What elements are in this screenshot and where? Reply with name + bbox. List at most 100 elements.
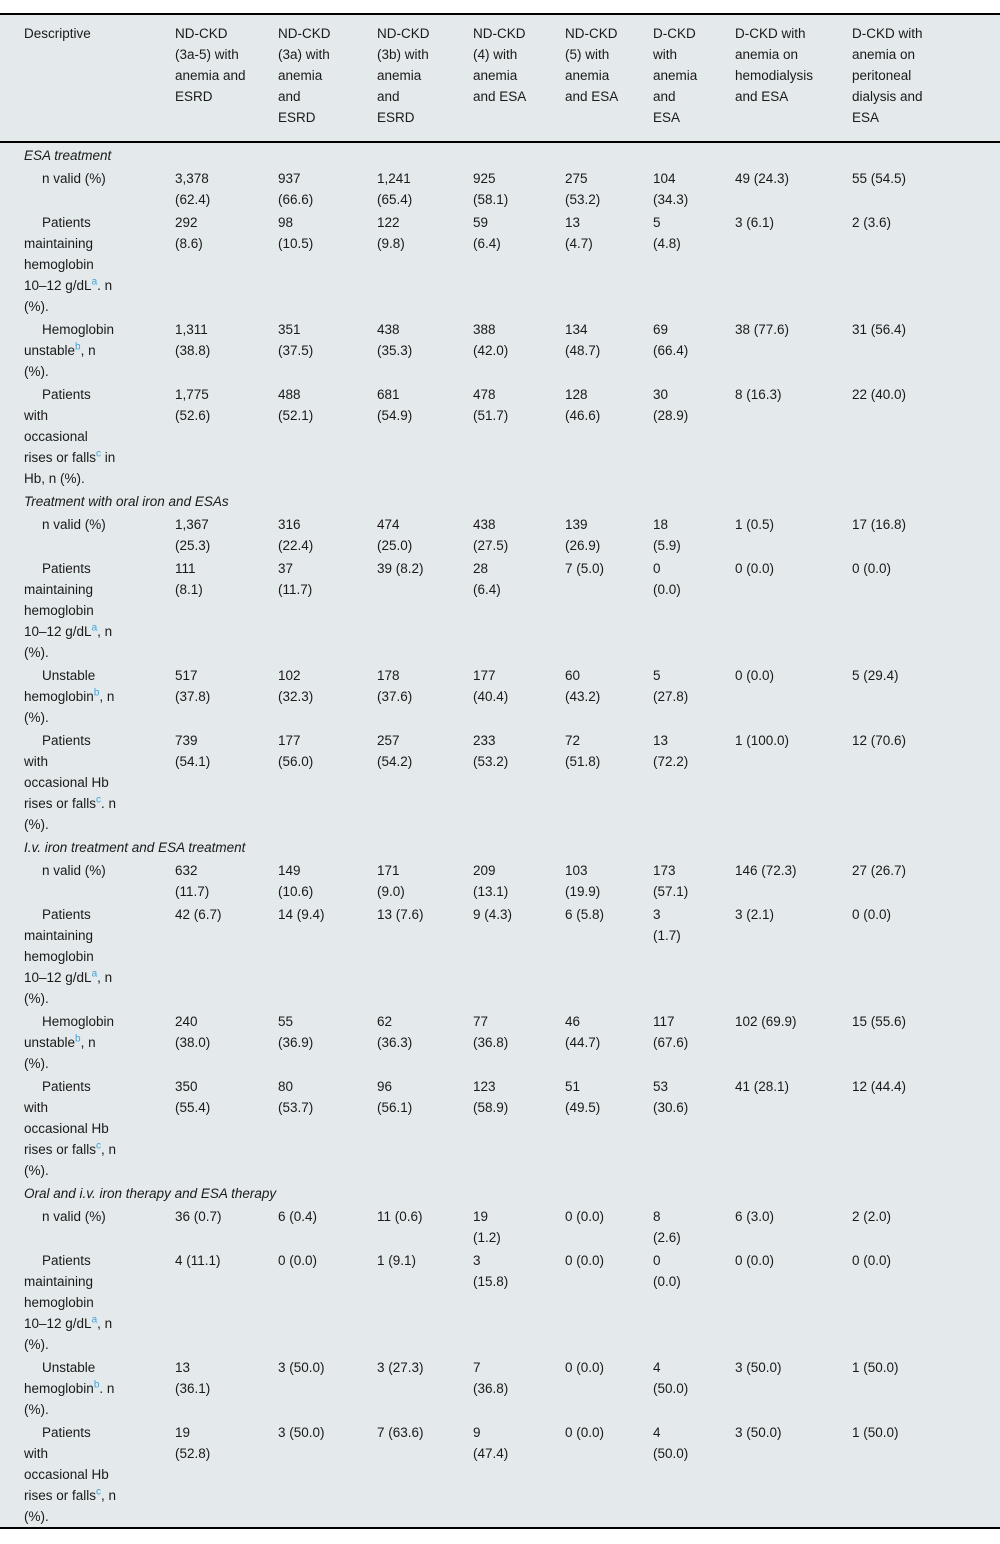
- data-cell: 3 (1.7): [653, 907, 681, 943]
- data-cell: 98 (10.5): [278, 215, 314, 251]
- data-cell: 739 (54.1): [175, 733, 211, 769]
- data-cell: 0 (0.0): [565, 1253, 605, 1268]
- descriptive-statistics-table: Descriptive ND-CKD (3a-5) with anemia and E…: [0, 13, 1000, 1529]
- row-label: Patients maintaining hemoglobin 10–12 g/dLa…: [24, 907, 113, 1006]
- data-cell: 14 (9.4): [278, 907, 325, 922]
- row-label: Hemoglobin unstableb, n (%).: [24, 1014, 115, 1071]
- data-cell: 3 (15.8): [473, 1253, 509, 1289]
- footnote-marker: a: [91, 968, 98, 980]
- header-row: Descriptive ND-CKD (3a-5) with anemia and E…: [0, 14, 1000, 143]
- data-cell: 350 (55.4): [175, 1079, 211, 1115]
- data-row: n valid (%) 632 (11.7) 149 (10.6) 171 (9.0) 209…: [0, 858, 1000, 902]
- data-cell: 1,311 (38.8): [175, 322, 211, 358]
- data-row: n valid (%) 1,367 (25.3) 316 (22.4) 474 (25.0)…: [0, 512, 1000, 556]
- table-body: ESA treatment n valid (%) 3,378 (62.4) 937 (6…: [0, 142, 1000, 1528]
- data-cell: 0 (0.0): [565, 1209, 605, 1224]
- data-cell: 7 (36.8): [473, 1360, 509, 1396]
- data-cell: 257 (54.2): [377, 733, 413, 769]
- data-cell: 4 (50.0): [653, 1425, 689, 1461]
- row-label: Patients maintaining hemoglobin 10–12 g/dLa…: [24, 1253, 113, 1352]
- data-cell: 19 (52.8): [175, 1425, 211, 1461]
- data-row: Patients maintaining hemoglobin 10–12 g/dLa…: [0, 210, 1000, 317]
- row-label: n valid (%): [42, 863, 106, 878]
- data-cell: 937 (66.6): [278, 171, 314, 207]
- data-cell: 0 (0.0): [565, 1425, 605, 1440]
- data-cell: 1 (0.5): [735, 517, 775, 532]
- data-cell: 28 (6.4): [473, 561, 501, 597]
- data-cell: 1,241 (65.4): [377, 171, 413, 207]
- data-cell: 0 (0.0): [735, 561, 775, 576]
- footnote-marker: b: [93, 687, 100, 699]
- data-cell: 9 (47.4): [473, 1425, 509, 1461]
- data-cell: 31 (56.4): [852, 322, 907, 337]
- table-header: Descriptive ND-CKD (3a-5) with anemia and E…: [0, 14, 1000, 143]
- column-header-ndckd-3b: ND-CKD (3b) with anemia and ESRD: [377, 14, 473, 143]
- data-cell: 122 (9.8): [377, 215, 405, 251]
- column-header-dckd-peritoneal: D-CKD with anemia on peritoneal dialysis an…: [852, 14, 1000, 143]
- data-cell: 233 (53.2): [473, 733, 509, 769]
- data-cell: 5 (4.8): [653, 215, 681, 251]
- data-cell: 11 (0.6): [377, 1209, 423, 1224]
- data-cell: 5 (29.4): [852, 668, 899, 683]
- data-cell: 111 (8.1): [175, 561, 203, 597]
- data-cell: 55 (36.9): [278, 1014, 314, 1050]
- data-cell: 53 (30.6): [653, 1079, 689, 1115]
- data-cell: 632 (11.7): [175, 863, 210, 899]
- data-cell: 55 (54.5): [852, 171, 907, 186]
- data-cell: 177 (40.4): [473, 668, 509, 704]
- data-cell: 60 (43.2): [565, 668, 601, 704]
- row-label: Patients with occasional rises or fallsc in…: [24, 387, 116, 486]
- data-cell: 2 (2.0): [852, 1209, 892, 1224]
- section-title: ESA treatment: [24, 148, 112, 163]
- data-cell: 17 (16.8): [852, 517, 907, 532]
- data-row: Patients with occasional Hb rises or fallsc…: [0, 1074, 1000, 1181]
- column-header-dckd-hemodialysis: D-CKD with anemia on hemodialysis and ESA: [735, 14, 852, 143]
- data-cell: 351 (37.5): [278, 322, 314, 358]
- data-row: Patients with occasional Hb rises or fallsc…: [0, 728, 1000, 835]
- data-cell: 102 (69.9): [735, 1014, 797, 1029]
- row-label: Patients maintaining hemoglobin 10–12 g/dLa…: [24, 215, 113, 314]
- data-cell: 0 (0.0): [278, 1253, 318, 1268]
- footnote-marker: c: [96, 1140, 102, 1152]
- data-cell: 177 (56.0): [278, 733, 314, 769]
- section-row: I.v. iron treatment and ESA treatment: [0, 835, 1000, 858]
- data-row: Patients maintaining hemoglobin 10–12 g/dLa…: [0, 902, 1000, 1009]
- data-cell: 1,367 (25.3): [175, 517, 211, 553]
- data-cell: 0 (0.0): [653, 1253, 681, 1289]
- column-header-descriptive: Descriptive: [0, 14, 175, 143]
- data-cell: 3 (50.0): [735, 1360, 782, 1375]
- footnote-marker: a: [91, 276, 98, 288]
- data-cell: 134 (48.7): [565, 322, 601, 358]
- data-cell: 388 (42.0): [473, 322, 509, 358]
- data-cell: 3 (6.1): [735, 215, 775, 230]
- section-row: Treatment with oral iron and ESAs: [0, 489, 1000, 512]
- data-cell: 5 (27.8): [653, 668, 689, 704]
- column-header-ndckd-3a: ND-CKD (3a) with anemia and ESRD: [278, 14, 377, 143]
- data-cell: 36 (0.7): [175, 1209, 222, 1224]
- data-cell: 3,378 (62.4): [175, 171, 211, 207]
- data-cell: 80 (53.7): [278, 1079, 314, 1115]
- data-cell: 3 (27.3): [377, 1360, 424, 1375]
- data-cell: 59 (6.4): [473, 215, 501, 251]
- data-cell: 18 (5.9): [653, 517, 681, 553]
- data-cell: 438 (35.3): [377, 322, 413, 358]
- data-cell: 104 (34.3): [653, 171, 689, 207]
- data-cell: 6 (0.4): [278, 1209, 318, 1224]
- data-cell: 103 (19.9): [565, 863, 601, 899]
- data-cell: 0 (0.0): [852, 907, 892, 922]
- data-cell: 12 (70.6): [852, 733, 907, 748]
- footnote-marker: c: [96, 1486, 102, 1498]
- data-row: Unstable hemoglobinb. n (%). 13 (36.1) 3 (50.…: [0, 1355, 1000, 1420]
- data-cell: 62 (36.3): [377, 1014, 413, 1050]
- data-cell: 46 (44.7): [565, 1014, 601, 1050]
- data-cell: 49 (24.3): [735, 171, 790, 186]
- row-label: n valid (%): [42, 517, 106, 532]
- data-cell: 39 (8.2): [377, 561, 424, 576]
- data-row: Patients with occasional rises or fallsc in…: [0, 382, 1000, 489]
- data-cell: 3 (50.0): [735, 1425, 782, 1440]
- data-cell: 27 (26.7): [852, 863, 907, 878]
- data-cell: 8 (2.6): [653, 1209, 681, 1245]
- row-label: Unstable hemoglobinb. n (%).: [24, 1360, 115, 1417]
- data-row: Hemoglobin unstableb, n (%). 1,311 (38.8) 351…: [0, 317, 1000, 382]
- data-cell: 38 (77.6): [735, 322, 790, 337]
